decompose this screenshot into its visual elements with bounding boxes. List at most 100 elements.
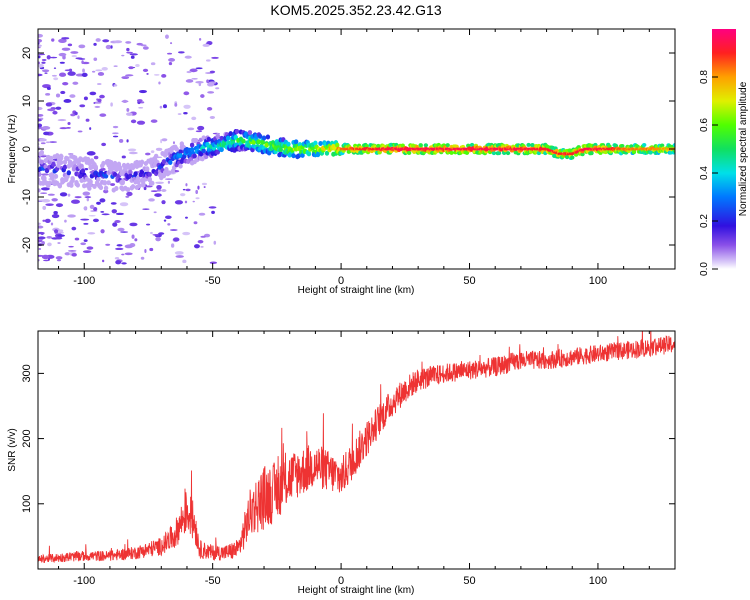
spectrogram-ridge-cell <box>178 163 183 169</box>
spectrogram-noise-cell <box>41 126 51 130</box>
spectrogram-noise-cell <box>67 43 73 47</box>
spectrogram-noise-cell <box>49 56 58 59</box>
spectrogram-ridge-cell <box>573 152 579 157</box>
snr-ytick-label: 100 <box>21 495 33 513</box>
spectrogram-noise-cell <box>88 214 96 217</box>
spectrogram-noise-cell <box>161 189 167 192</box>
spectrogram-ridge-cell <box>93 164 98 170</box>
spectrogram-ridge-cell <box>247 130 253 136</box>
spectrogram-noise-cell <box>139 101 145 104</box>
spectrogram-ridge-cell <box>496 151 502 156</box>
spectrogram-ridge-cell <box>318 140 323 146</box>
spectrogram-noise-cell <box>183 104 191 109</box>
spectrogram-noise-cell <box>74 111 78 116</box>
spectrogram-noise-cell <box>126 191 133 197</box>
spectrogram-ridge-cell <box>38 171 42 177</box>
spectrogram-noise-cell <box>38 38 43 43</box>
spectrogram-ridge-cell <box>53 173 59 179</box>
spectrogram-ridge-cell <box>241 138 246 144</box>
spectrogram-ridge-cell <box>219 147 224 153</box>
spectrogram-ridge-cell <box>278 147 283 153</box>
spectrogram-ridge-cell <box>219 135 224 141</box>
spectrogram-noise-cell <box>177 113 182 116</box>
spectrogram-noise-cell <box>121 253 125 256</box>
spectrogram-noise-cell <box>67 121 71 125</box>
spectrogram-noise-cell <box>110 183 116 186</box>
spectrogram-noise-cell <box>211 210 215 214</box>
spectrogram-noise-cell <box>140 44 147 47</box>
spectrogram-ylabel: Frequency (Hz) <box>7 115 18 184</box>
spectrogram-noise-cell <box>45 102 53 107</box>
spectrogram-noise-cell <box>68 245 74 248</box>
spectrogram-noise-cell <box>61 37 70 40</box>
spectrogram-noise-cell <box>83 96 88 101</box>
spectrogram-noise-cell <box>51 198 58 202</box>
colorbar: 0.0 0.2 0.4 0.6 0.8 Normalized spectral ampl… <box>699 29 749 276</box>
spectrogram-noise-cell <box>51 38 55 42</box>
spectrogram-noise-cell <box>59 72 67 77</box>
colorbar-tick-label: 0.2 <box>699 214 710 228</box>
spectrogram-ridge-cell <box>112 171 118 177</box>
spectrogram-ridge-cell <box>109 160 114 166</box>
spectrogram-noise-cell <box>207 82 215 87</box>
spectrogram-ridge-cell <box>106 180 111 186</box>
snr-xtick-label: -50 <box>205 575 221 587</box>
spectrogram-noise-cell <box>185 188 191 192</box>
spectrogram-noise-cell <box>202 43 210 47</box>
spectrogram-noise-cell <box>93 57 98 61</box>
spectrogram-noise-cell <box>45 93 51 96</box>
spectrogram-noise-cell <box>44 72 48 74</box>
spectrogram-noise-cell <box>153 211 157 214</box>
spectrogram-noise-cell <box>102 259 105 263</box>
spectrogram-noise-cell <box>50 222 54 226</box>
spectrogram-noise-cell <box>149 247 154 252</box>
spectrogram-noise-cell <box>128 151 138 155</box>
spectrogram-ridge-cell <box>65 156 70 162</box>
snr-xtick-label: 0 <box>338 575 344 587</box>
spectrogram-ridge-cell <box>264 142 269 148</box>
spectrogram-noise-cell <box>40 187 50 191</box>
spectrogram-ridge-cell <box>103 173 109 179</box>
spectrogram-noise-cell <box>40 142 46 145</box>
spectrogram-noise-cell <box>115 247 124 251</box>
spectrogram-noise-cell <box>38 44 42 48</box>
spectrogram-noise-cell <box>41 198 51 203</box>
spectrogram-noise-cell <box>77 130 83 133</box>
spectrogram-ridge-cell <box>42 175 47 181</box>
spectrogram-noise-cell <box>182 188 186 191</box>
spectrogram-noise-cell <box>178 51 185 54</box>
spectrogram-noise-cell <box>89 204 95 209</box>
spectrogram-noise-cell <box>84 168 89 171</box>
spectrogram-ridge-cell <box>491 151 497 156</box>
spectrogram-ridge-cell <box>564 155 570 160</box>
spectrogram-noise-cell <box>63 99 72 103</box>
spectrogram-noise-cell <box>169 229 178 231</box>
spectrogram-noise-cell <box>38 222 41 226</box>
spectrogram-noise-cell <box>91 70 96 73</box>
spectrogram-ridge-cell <box>96 176 101 182</box>
spectrogram-noise-cell <box>150 62 156 66</box>
spectrogram-noise-cell <box>155 236 161 242</box>
spectrogram-noise-cell <box>198 212 206 216</box>
spectrogram-noise-cell <box>38 73 43 77</box>
spectrogram-noise-cell <box>211 56 219 59</box>
spectrogram-noise-cell <box>155 181 164 184</box>
spectrogram-ridge-cell <box>228 131 233 137</box>
spectrogram-noise-cell <box>93 102 96 104</box>
spectrogram-xtick-label: -50 <box>205 275 221 287</box>
spectrogram-ridge-cell <box>189 147 195 153</box>
spectrogram-noise-cell <box>55 106 62 110</box>
spectrogram-noise-cell <box>46 235 53 239</box>
spectrogram-noise-cell <box>47 108 56 112</box>
spectrogram-noise-cell <box>95 38 101 42</box>
spectrogram-noise-cell <box>59 61 65 64</box>
spectrogram-noise-cell <box>174 200 184 205</box>
spectrogram-noise-cell <box>122 99 128 104</box>
spectrogram-noise-cell <box>38 53 46 56</box>
spectrogram-noise-cell <box>142 208 150 210</box>
spectrogram-noise-cell <box>121 54 125 57</box>
spectrogram-noise-cell <box>83 206 87 210</box>
spectrogram-noise-cell <box>99 113 107 117</box>
spectrogram-ytick-label: -20 <box>21 237 33 253</box>
spectrogram-noise-cell <box>146 72 149 75</box>
